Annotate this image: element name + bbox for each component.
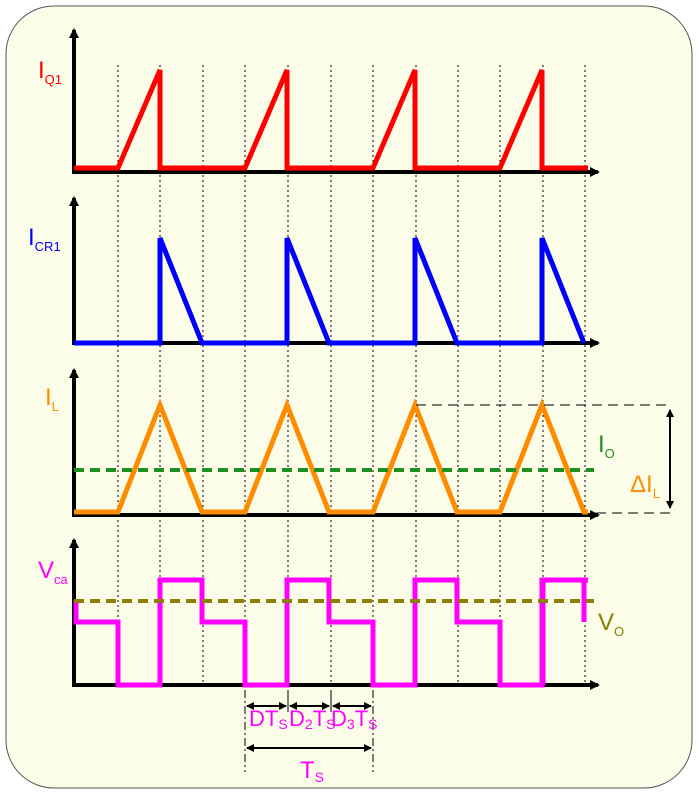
d2ts-label: D2TS <box>289 706 335 732</box>
il-label: IL <box>45 384 59 414</box>
delta-il-label: ΔIL <box>630 471 660 501</box>
vca-trace-tail <box>540 577 588 685</box>
ts-label: TS <box>300 757 324 785</box>
il-trace <box>74 398 588 515</box>
iq1-trace <box>74 69 588 171</box>
io-label: IO <box>598 431 615 461</box>
vo-label: VO <box>598 609 624 639</box>
d3ts-label: D3TS <box>331 706 377 732</box>
icr1-label: ICR1 <box>28 224 61 254</box>
icr1-trace <box>74 237 587 346</box>
vca-trace <box>73 577 587 688</box>
diagram-panel <box>5 5 693 789</box>
annotations-group <box>244 404 674 772</box>
vca-label: Vca <box>38 557 69 587</box>
waveform-traces <box>73 69 594 688</box>
dts-label: DTS <box>249 706 288 732</box>
iq1-label: IQ1 <box>38 57 62 87</box>
